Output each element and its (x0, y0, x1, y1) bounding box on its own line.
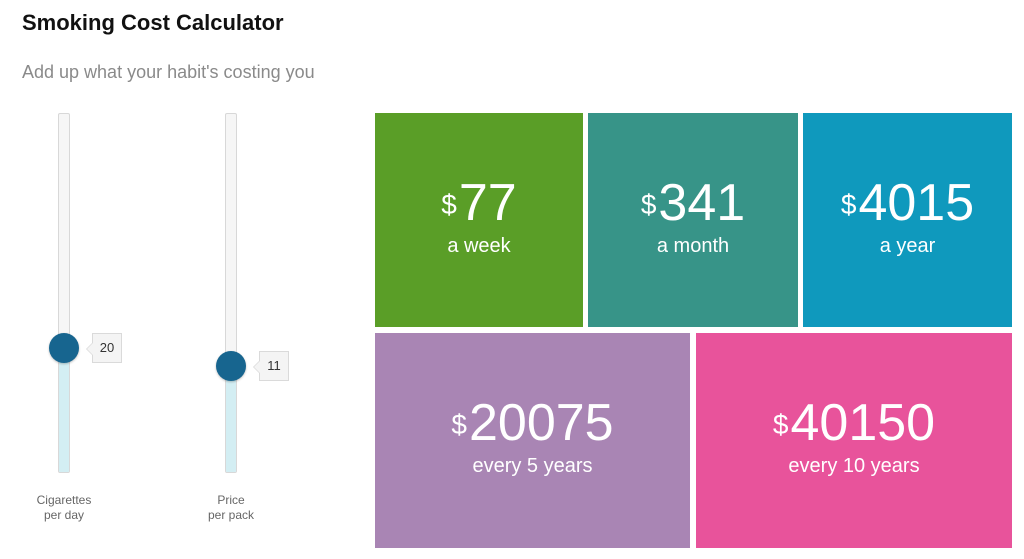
amount-value: 40150 (790, 394, 936, 452)
slider-label-line2: per pack (207, 508, 255, 522)
slider-track[interactable] (225, 113, 237, 473)
currency-symbol: $ (441, 189, 457, 220)
slider-handle[interactable] (49, 333, 79, 363)
slider-value-tooltip: 11 (253, 351, 289, 381)
cost-amount: $341 (588, 175, 798, 233)
amount-value: 341 (658, 174, 746, 232)
cost-amount: $77 (375, 175, 583, 233)
cost-5-years-tile: $20075 every 5 years (375, 333, 690, 548)
amount-value: 4015 (858, 174, 975, 232)
cost-per-week-tile: $77 a week (375, 113, 583, 327)
cost-10-years-tile: $40150 every 10 years (696, 333, 1012, 548)
cost-period-label: every 10 years (788, 455, 920, 477)
currency-symbol: $ (451, 409, 467, 440)
slider-label: Cigarettes per day (14, 493, 114, 523)
page-title: Smoking Cost Calculator (22, 10, 284, 35)
slider-track[interactable] (58, 113, 70, 473)
cost-amount: $4015 (803, 175, 1012, 233)
amount-value: 77 (458, 174, 517, 232)
currency-symbol: $ (772, 409, 789, 440)
page-subtitle: Add up what your habit's costing you (22, 62, 315, 82)
slider-fill (59, 347, 69, 472)
slider-fill (226, 365, 236, 472)
slider-label: Price per pack (181, 493, 281, 523)
cost-period-label: a year (879, 235, 936, 257)
cost-per-year-tile: $4015 a year (803, 113, 1012, 327)
cost-per-month-tile: $341 a month (588, 113, 798, 327)
slider-label-line1: Price (217, 493, 245, 507)
price-per-pack-slider[interactable]: 11 Price per pack (163, 113, 303, 533)
slider-value-tooltip: 20 (86, 333, 122, 363)
slider-label-line1: Cigarettes (36, 493, 92, 507)
cigarettes-per-day-slider[interactable]: 20 Cigarettes per day (0, 113, 136, 533)
cost-amount: $20075 (375, 395, 690, 453)
amount-value: 20075 (468, 394, 614, 452)
slider-label-line2: per day (43, 508, 85, 522)
currency-symbol: $ (640, 189, 657, 220)
cost-amount: $40150 (696, 395, 1012, 453)
cost-period-label: a week (447, 235, 511, 257)
cost-period-label: every 5 years (472, 455, 593, 477)
slider-handle[interactable] (216, 351, 246, 381)
cost-period-label: a month (656, 235, 730, 257)
currency-symbol: $ (840, 189, 857, 220)
